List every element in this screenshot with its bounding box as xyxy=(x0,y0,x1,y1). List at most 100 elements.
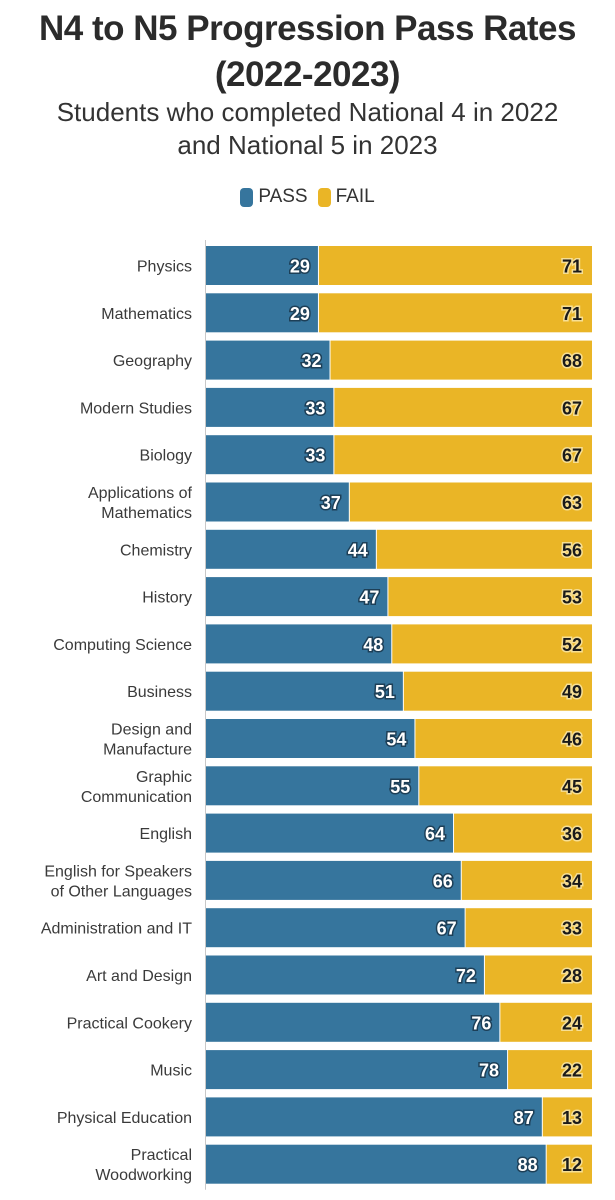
legend-swatch-pass xyxy=(240,187,254,207)
value-label-pass-music: 78 xyxy=(479,1061,499,1081)
value-label-pass-business: 51 xyxy=(375,682,395,702)
chart-title: N4 to N5 Progression Pass Rates (2022-20… xyxy=(0,6,615,98)
category-label-english-for-speakers-of-other-languages: English for Speakers of Other Languages xyxy=(44,863,192,900)
value-label-fail-mathematics: 71 xyxy=(562,304,582,324)
category-label-mathematics: Mathematics xyxy=(101,306,192,323)
bar-pass-practical-cookery xyxy=(206,1002,500,1042)
legend-item-fail[interactable]: FAIL xyxy=(317,186,375,208)
value-label-pass-english-for-speakers-of-other-languages: 66 xyxy=(433,871,453,891)
bar-pass-applications-of-mathematics xyxy=(206,482,349,522)
value-label-fail-geography: 68 xyxy=(562,351,582,371)
category-label-modern-studies: Modern Studies xyxy=(80,400,192,417)
value-label-pass-biology: 33 xyxy=(305,446,325,466)
category-label-computing-science: Computing Science xyxy=(53,637,192,654)
category-label-administration-and-it: Administration and IT xyxy=(41,921,192,938)
value-label-pass-modern-studies: 33 xyxy=(305,398,325,418)
category-label-english: English xyxy=(140,826,192,843)
bar-fail-art-and-design xyxy=(484,955,592,995)
bar-fail-design-and-manufacture xyxy=(415,719,592,758)
title-line-2: (2022-2023) xyxy=(214,55,401,94)
bar-fail-biology xyxy=(334,435,592,475)
category-label-graphic-communication: Graphic Communication xyxy=(81,769,192,806)
category-label-design-and-manufacture: Design and Manufacture xyxy=(103,722,192,759)
legend: PASS FAIL xyxy=(0,186,615,208)
bar-fail-chemistry xyxy=(376,529,592,569)
value-label-pass-computing-science: 48 xyxy=(363,635,383,655)
category-label-art-and-design: Art and Design xyxy=(86,968,192,985)
value-label-pass-applications-of-mathematics: 37 xyxy=(321,493,341,513)
value-label-fail-practical-cookery: 24 xyxy=(562,1013,582,1033)
value-label-pass-history: 47 xyxy=(359,588,379,608)
value-label-fail-art-and-design: 28 xyxy=(562,966,582,986)
bar-fail-english-for-speakers-of-other-languages xyxy=(461,860,592,900)
value-label-fail-modern-studies: 67 xyxy=(562,398,582,418)
subtitle-line-2: and National 5 in 2023 xyxy=(177,130,438,160)
category-label-history: History xyxy=(142,590,192,607)
bar-fail-geography xyxy=(330,340,592,380)
value-label-fail-english-for-speakers-of-other-languages: 34 xyxy=(562,871,582,891)
value-label-pass-practical-cookery: 76 xyxy=(471,1013,491,1033)
bar-pass-art-and-design xyxy=(206,955,484,995)
category-label-physical-education: Physical Education xyxy=(57,1110,192,1127)
bar-fail-practical-woodworking xyxy=(546,1144,592,1184)
value-label-pass-art-and-design: 72 xyxy=(456,966,476,986)
value-label-pass-practical-woodworking: 88 xyxy=(518,1155,538,1175)
bar-fail-music xyxy=(508,1050,592,1090)
bar-pass-physics xyxy=(206,246,318,285)
value-label-pass-mathematics: 29 xyxy=(290,304,310,324)
bar-pass-biology xyxy=(206,435,334,475)
bar-pass-design-and-manufacture xyxy=(206,719,415,758)
value-label-fail-biology: 67 xyxy=(562,446,582,466)
bar-pass-english-for-speakers-of-other-languages xyxy=(206,860,461,900)
subtitle-line-1: Students who completed National 4 in 202… xyxy=(56,97,559,127)
bar-pass-computing-science xyxy=(206,624,392,664)
value-label-fail-physics: 71 xyxy=(562,257,582,277)
bar-fail-modern-studies xyxy=(334,387,592,427)
value-label-fail-english: 36 xyxy=(562,824,582,844)
bar-fail-physics xyxy=(318,246,592,285)
bar-pass-graphic-communication xyxy=(206,766,419,806)
bar-fail-administration-and-it xyxy=(465,908,592,948)
value-label-fail-administration-and-it: 33 xyxy=(562,919,582,939)
value-label-fail-business: 49 xyxy=(562,682,582,702)
value-label-fail-applications-of-mathematics: 63 xyxy=(562,493,582,513)
bar-pass-business xyxy=(206,671,403,711)
value-label-fail-graphic-communication: 45 xyxy=(562,777,582,797)
bar-pass-english xyxy=(206,813,454,853)
value-label-pass-physics: 29 xyxy=(290,257,310,277)
legend-swatch-fail xyxy=(317,187,331,207)
chart-subtitle: Students who completed National 4 in 202… xyxy=(0,96,615,162)
value-label-pass-geography: 32 xyxy=(301,351,321,371)
bar-pass-geography xyxy=(206,340,330,380)
value-label-fail-physical-education: 13 xyxy=(562,1108,582,1128)
value-label-pass-english: 64 xyxy=(425,824,445,844)
bar-pass-modern-studies xyxy=(206,387,334,427)
value-label-pass-administration-and-it: 67 xyxy=(437,919,457,939)
value-label-pass-graphic-communication: 55 xyxy=(390,777,410,797)
title-line-1: N4 to N5 Progression Pass Rates xyxy=(39,9,576,48)
category-label-biology: Biology xyxy=(140,448,192,465)
value-label-fail-chemistry: 56 xyxy=(562,540,582,560)
value-label-fail-practical-woodworking: 12 xyxy=(562,1155,582,1175)
bar-fail-physical-education xyxy=(542,1097,592,1137)
category-label-practical-woodworking: Practical Woodworking xyxy=(95,1147,192,1184)
value-label-fail-music: 22 xyxy=(562,1061,582,1081)
bar-pass-practical-woodworking xyxy=(206,1144,546,1184)
category-label-practical-cookery: Practical Cookery xyxy=(67,1015,192,1032)
bar-pass-music xyxy=(206,1050,508,1090)
category-label-physics: Physics xyxy=(137,259,192,276)
legend-item-pass[interactable]: PASS xyxy=(240,186,308,208)
bar-fail-computing-science xyxy=(392,624,592,664)
value-label-fail-history: 53 xyxy=(562,588,582,608)
bar-fail-business xyxy=(403,671,592,711)
category-label-music: Music xyxy=(150,1063,192,1080)
category-label-chemistry: Chemistry xyxy=(120,542,192,559)
bar-fail-english xyxy=(454,813,592,853)
bar-fail-practical-cookery xyxy=(500,1002,592,1042)
bar-fail-applications-of-mathematics xyxy=(349,482,592,522)
category-label-business: Business xyxy=(127,684,192,701)
category-label-geography: Geography xyxy=(113,353,192,370)
value-label-fail-design-and-manufacture: 46 xyxy=(562,730,582,750)
bar-pass-chemistry xyxy=(206,529,376,569)
